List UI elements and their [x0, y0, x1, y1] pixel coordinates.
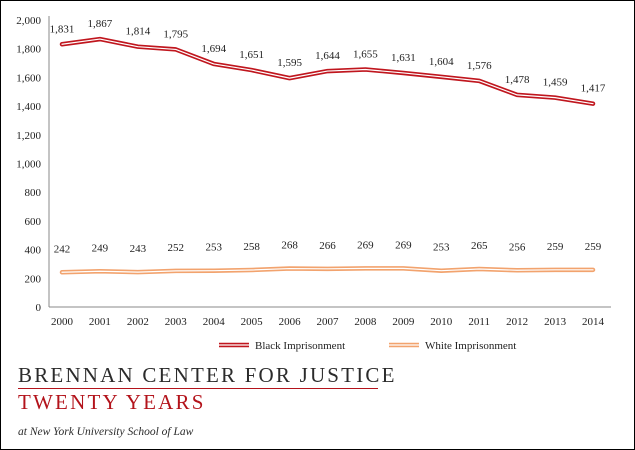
data-label: 268: [281, 240, 298, 252]
data-label: 1,814: [125, 26, 150, 38]
data-label: 1,631: [391, 52, 416, 64]
y-tick-label: 0: [36, 302, 42, 314]
x-tick-label: 2006: [279, 316, 302, 328]
y-tick-label: 1,600: [16, 72, 41, 84]
x-tick-label: 2000: [51, 316, 74, 328]
series-line-inner: [61, 267, 594, 273]
x-tick-label: 2009: [392, 316, 415, 328]
x-tick-label: 2002: [127, 316, 149, 328]
x-tick-label: 2011: [468, 316, 490, 328]
series-line-inner: [61, 38, 594, 105]
x-tick-label: 2014: [582, 316, 605, 328]
org-subtitle: TWENTY YEARS: [18, 390, 206, 414]
data-label: 259: [585, 241, 602, 253]
data-labels: 1,831 1,867 1,814 1,795 1,694 1,651 1,595 1,644…: [50, 18, 606, 255]
data-label: 249: [92, 242, 109, 254]
axes: 0 200 400 600 800 1,000 1,200 1,400 1,600 1,800 2,…: [16, 15, 611, 328]
x-tick-label: 2004: [203, 316, 226, 328]
x-tick-label: 2007: [317, 316, 340, 328]
y-tick-label: 200: [25, 273, 42, 285]
data-label: 269: [395, 239, 412, 251]
data-label: 1,417: [581, 83, 606, 95]
data-label: 253: [433, 242, 450, 254]
x-tick-label: 2012: [506, 316, 528, 328]
brennan-center-logo: BRENNAN CENTER FOR JUSTICE TWENTY YEARS …: [18, 363, 398, 438]
data-label: 242: [54, 243, 71, 255]
data-label: 1,478: [505, 74, 530, 86]
data-label: 1,831: [50, 23, 75, 35]
y-tick-label: 400: [25, 245, 42, 257]
y-tick-label: 1,400: [16, 101, 41, 113]
legend-label: White Imprisonment: [425, 340, 516, 352]
imprisonment-line-chart: 0 200 400 600 800 1,000 1,200 1,400 1,600 1,800 2,…: [16, 15, 611, 352]
series-lines: [59, 36, 596, 275]
x-tick-label: 2001: [89, 316, 111, 328]
x-tick-label: 2010: [430, 316, 453, 328]
data-label: 252: [168, 242, 185, 254]
data-label: 1,604: [429, 56, 454, 68]
data-label: 253: [205, 242, 222, 254]
data-label: 269: [357, 239, 374, 251]
y-tick-label: 1,000: [16, 159, 41, 171]
data-label: 1,867: [88, 18, 113, 30]
org-name: BRENNAN CENTER FOR JUSTICE: [18, 363, 397, 387]
data-label: 266: [319, 240, 336, 252]
legend-label: Black Imprisonment: [255, 340, 345, 352]
data-label: 243: [130, 243, 147, 255]
data-label: 1,694: [201, 43, 226, 55]
x-tick-label: 2003: [165, 316, 188, 328]
y-tick-label: 2,000: [16, 15, 41, 27]
y-tick-label: 800: [25, 187, 42, 199]
data-label: 256: [509, 241, 526, 253]
data-label: 1,576: [467, 60, 492, 72]
x-tick-label: 2005: [241, 316, 264, 328]
data-label: 1,795: [163, 28, 188, 40]
data-label: 1,595: [277, 57, 302, 69]
data-label: 1,644: [315, 50, 340, 62]
data-label: 1,459: [543, 77, 568, 89]
org-affiliation: at New York University School of Law: [18, 426, 194, 438]
logo-divider: [18, 388, 378, 389]
y-tick-label: 600: [25, 216, 42, 228]
x-tick-label: 2008: [354, 316, 377, 328]
x-tick-label: 2013: [544, 316, 567, 328]
data-label: 1,655: [353, 49, 378, 61]
data-label: 1,651: [239, 49, 264, 61]
y-tick-label: 1,200: [16, 130, 41, 142]
data-label: 259: [547, 241, 564, 253]
legend: Black Imprisonment White Imprisonment: [219, 340, 516, 352]
y-tick-label: 1,800: [16, 44, 41, 56]
data-label: 265: [471, 240, 488, 252]
data-label: 258: [243, 241, 260, 253]
